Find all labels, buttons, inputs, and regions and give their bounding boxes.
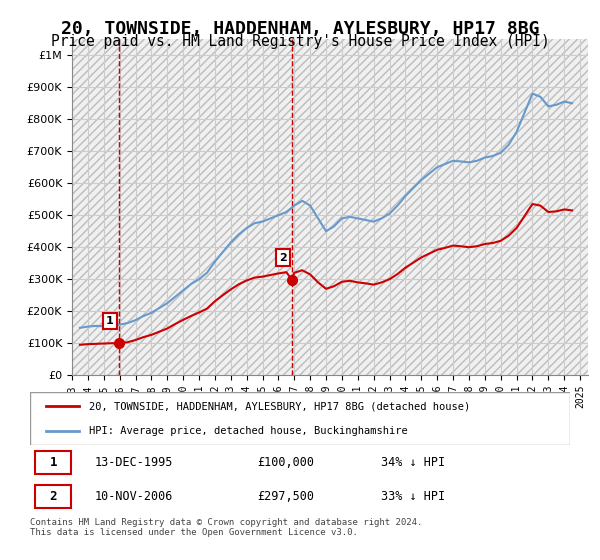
Text: 2: 2	[280, 253, 287, 263]
Text: 34% ↓ HPI: 34% ↓ HPI	[381, 456, 445, 469]
Text: 13-DEC-1995: 13-DEC-1995	[95, 456, 173, 469]
Text: 33% ↓ HPI: 33% ↓ HPI	[381, 490, 445, 503]
Text: 10-NOV-2006: 10-NOV-2006	[95, 490, 173, 503]
FancyBboxPatch shape	[30, 392, 570, 445]
Text: 20, TOWNSIDE, HADDENHAM, AYLESBURY, HP17 8BG (detached house): 20, TOWNSIDE, HADDENHAM, AYLESBURY, HP17…	[89, 402, 470, 412]
Text: Contains HM Land Registry data © Crown copyright and database right 2024.
This d: Contains HM Land Registry data © Crown c…	[30, 518, 422, 538]
Text: 1: 1	[49, 456, 57, 469]
Text: 2: 2	[49, 490, 57, 503]
FancyBboxPatch shape	[35, 451, 71, 474]
Text: 20, TOWNSIDE, HADDENHAM, AYLESBURY, HP17 8BG: 20, TOWNSIDE, HADDENHAM, AYLESBURY, HP17…	[61, 20, 539, 38]
FancyBboxPatch shape	[35, 485, 71, 508]
Text: £297,500: £297,500	[257, 490, 314, 503]
Text: 1: 1	[106, 316, 114, 326]
Text: HPI: Average price, detached house, Buckinghamshire: HPI: Average price, detached house, Buck…	[89, 426, 408, 436]
Text: Price paid vs. HM Land Registry's House Price Index (HPI): Price paid vs. HM Land Registry's House …	[50, 34, 550, 49]
Text: £100,000: £100,000	[257, 456, 314, 469]
